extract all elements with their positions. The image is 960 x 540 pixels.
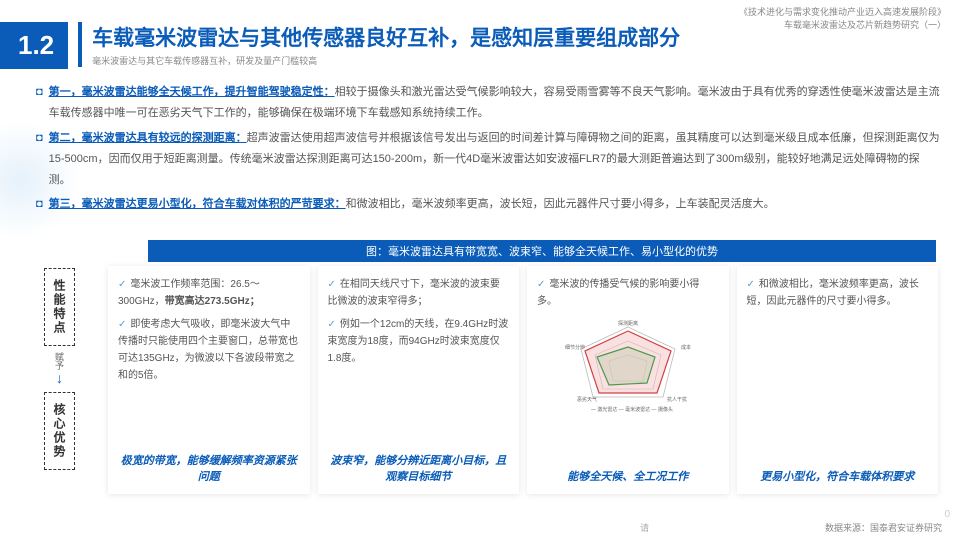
check-icon: ✓ xyxy=(118,279,126,290)
svg-text:成本: 成本 xyxy=(681,344,691,351)
bullet-marker-icon: ◘ xyxy=(36,194,43,215)
footer-note: 请 xyxy=(640,521,649,534)
card-1: ✓毫米波工作频率范围：26.5～300GHz，带宽高达273.5GHz； ✓即使… xyxy=(108,266,310,494)
header-meta: 《技术进化与需求变化推动产业迈入高速发展阶段》 车载毫米波雷达及芯片新趋势研究（… xyxy=(739,6,946,31)
bullet-2: ◘ 第二，毫米波雷达具有较远的探测距离：超声波雷达使用超声波信号并根据该信号发出… xyxy=(36,128,940,191)
check-icon: ✓ xyxy=(537,279,545,290)
svg-text:抗人干扰: 抗人干扰 xyxy=(667,396,687,403)
body-bullets: ◘ 第一，毫米波雷达能够全天候工作，提升智能驾驶稳定性：相较于摄像头和激光雷达受… xyxy=(36,82,940,219)
bullet-lead: 第二，毫米波雷达具有较远的探测距离： xyxy=(49,132,247,144)
radar-chart: 探测距离 成本 抗人干扰 恶劣天气 细节分辨 — 激光雷达 — 毫米波雷达 — … xyxy=(537,316,719,416)
svg-text:— 激光雷达 — 毫米波雷达 — 摄像头: — 激光雷达 — 毫米波雷达 — 摄像头 xyxy=(591,406,673,413)
meta-line1: 《技术进化与需求变化推动产业迈入高速发展阶段》 xyxy=(739,6,946,19)
bullet-rest: 和微波相比，毫米波频率更高，波长短，因此元器件尺寸要小得多，上车装配灵活度大。 xyxy=(346,198,775,210)
card-summary: 能够全天候、全工况工作 xyxy=(537,468,719,484)
chart-title: 图：毫米波雷达具有带宽宽、波束窄、能够全天候工作、易小型化的优势 xyxy=(148,240,936,262)
page-subtitle: 毫米波雷达与其它车载传感器互补，研发及量产门槛较高 xyxy=(92,54,680,67)
left-label-column: 性能特点 赋予 ↓ 核心优势 xyxy=(44,268,75,470)
cards-row: ✓毫米波工作频率范围：26.5～300GHz，带宽高达273.5GHz； ✓即使… xyxy=(108,266,938,494)
bullet-lead: 第一，毫米波雷达能够全天候工作，提升智能驾驶稳定性： xyxy=(49,86,335,98)
page-title: 车载毫米波雷达与其他传感器良好互补，是感知层重要组成部分 xyxy=(92,22,680,52)
bullet-marker-icon: ◘ xyxy=(36,82,43,124)
data-source: 数据来源：国泰君安证券研究 xyxy=(825,521,942,534)
check-icon: ✓ xyxy=(328,279,336,290)
check-icon: ✓ xyxy=(328,319,336,330)
bullet-lead: 第三，毫米波雷达更易小型化，符合车载对体积的严苛要求： xyxy=(49,198,346,210)
page-number: 0 xyxy=(944,509,950,520)
bullet-3: ◘ 第三，毫米波雷达更易小型化，符合车载对体积的严苛要求：和微波相比，毫米波频率… xyxy=(36,194,940,215)
svg-text:探测距离: 探测距离 xyxy=(618,320,638,327)
label-features: 性能特点 xyxy=(44,268,75,346)
svg-text:恶劣天气: 恶劣天气 xyxy=(577,396,597,403)
meta-line2: 车载毫米波雷达及芯片新趋势研究（一） xyxy=(739,19,946,32)
bullet-1: ◘ 第一，毫米波雷达能够全天候工作，提升智能驾驶稳定性：相较于摄像头和激光雷达受… xyxy=(36,82,940,124)
svg-text:细节分辨: 细节分辨 xyxy=(565,344,585,351)
card-4: ✓和微波相比，毫米波频率更高，波长短，因此元器件的尺寸要小得多。 更易小型化，符… xyxy=(737,266,939,494)
check-icon: ✓ xyxy=(747,279,755,290)
check-icon: ✓ xyxy=(118,319,126,330)
card-summary: 波束窄，能够分辨近距离小目标，且观察目标细节 xyxy=(328,452,510,484)
section-number: 1.2 xyxy=(0,22,68,69)
card-3: ✓毫米波的传播受气候的影响要小得多。 探测距离 成本 抗人干扰 恶劣天气 细节分… xyxy=(527,266,729,494)
title-row: 1.2 车载毫米波雷达与其他传感器良好互补，是感知层重要组成部分 毫米波雷达与其… xyxy=(0,22,680,69)
arrow-down-icon: 赋予 ↓ xyxy=(53,352,66,386)
bullet-marker-icon: ◘ xyxy=(36,128,43,191)
card-summary: 更易小型化，符合车载体积要求 xyxy=(747,468,929,484)
card-2: ✓在相同天线尺寸下，毫米波的波束要比微波的波束窄得多； ✓例如一个12cm的天线… xyxy=(318,266,520,494)
card-summary: 极宽的带宽，能够缓解频率资源紧张问题 xyxy=(118,452,300,484)
label-core: 核心优势 xyxy=(44,392,75,470)
